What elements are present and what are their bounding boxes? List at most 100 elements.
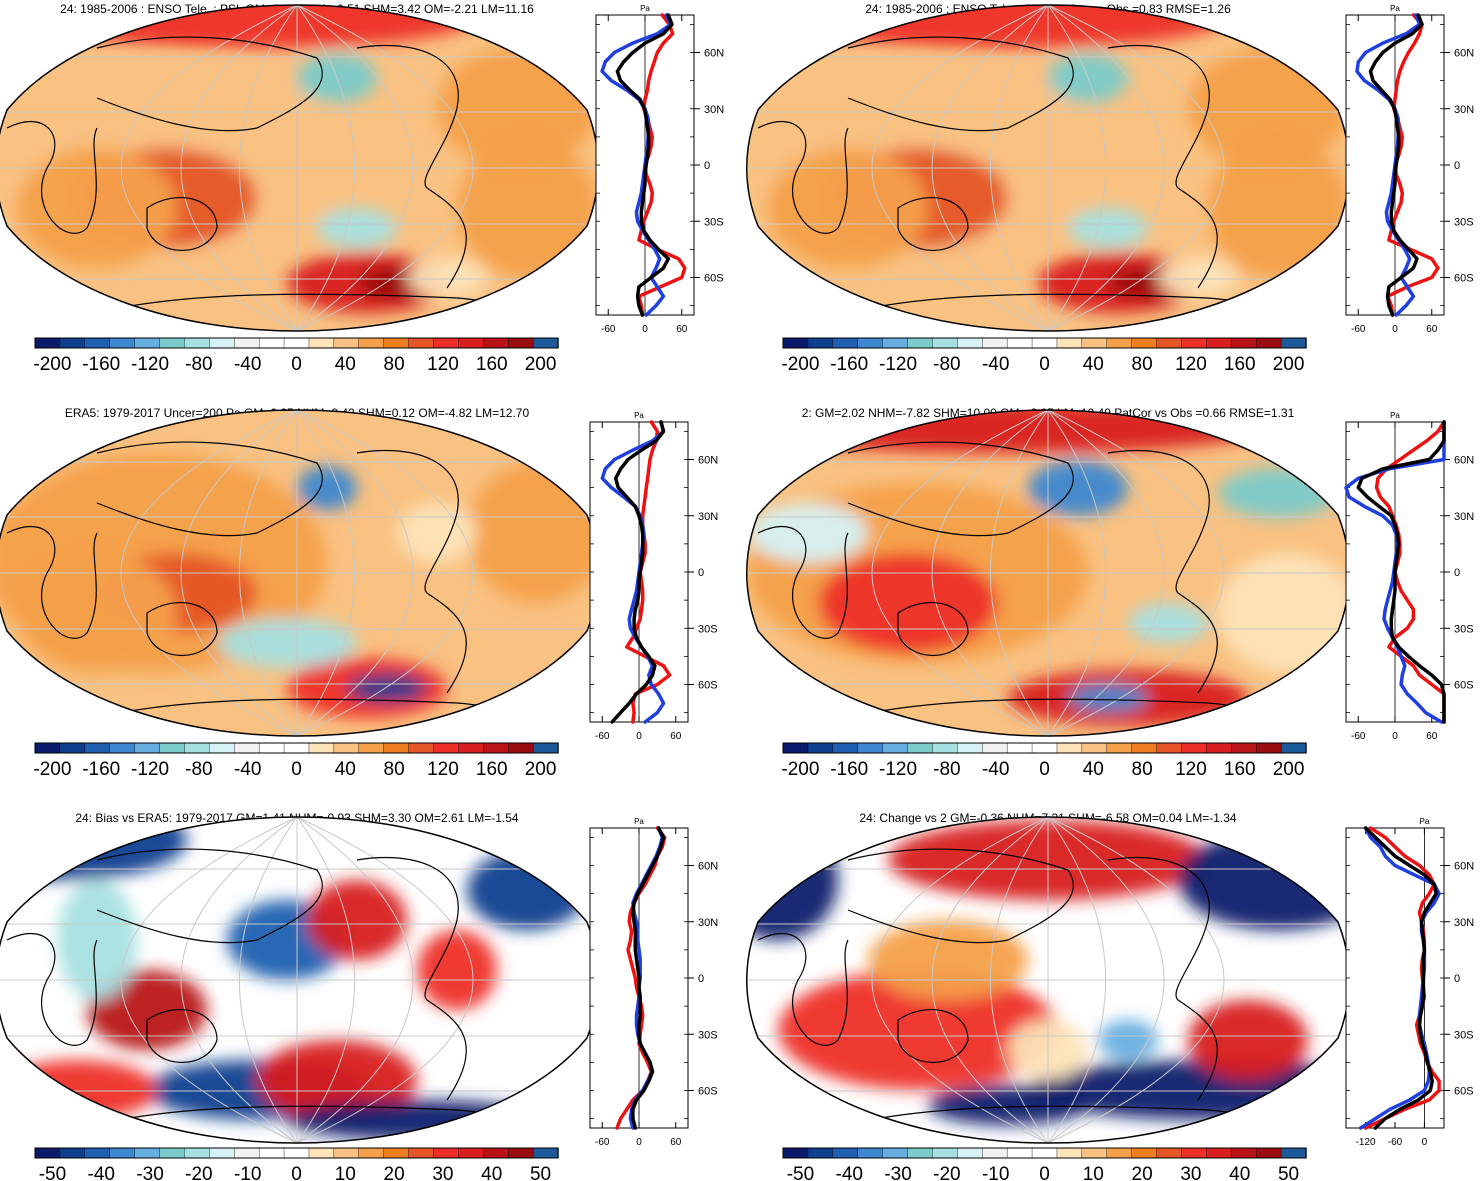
world-map: [746, 409, 1350, 737]
colorbar-swatch: [1280, 742, 1307, 754]
colorbar-swatch: [832, 337, 859, 349]
colorbar-swatch: [1056, 337, 1083, 349]
colorbar-label: -50: [787, 1164, 814, 1181]
meridian-line-2: [180, 5, 298, 331]
colorbar-label: 200: [1273, 759, 1305, 780]
colorbar-swatch: [1231, 337, 1257, 349]
map-panel-3: ERA5: 1979-2017 Uncer=200 Pa GM=0.25 NHM…: [0, 406, 718, 780]
profile-x-label: 60: [676, 324, 688, 335]
coast-australia: [146, 602, 218, 656]
colorbar-label: -120: [879, 354, 917, 375]
profile-lat-label: 60N: [1454, 861, 1474, 873]
colorbar-swatch: [308, 337, 335, 349]
meridian-line-7: [1047, 410, 1225, 736]
meridian-line-7: [1047, 817, 1225, 1143]
map-field: [0, 410, 599, 736]
colorbar-label: 0: [1039, 759, 1050, 780]
meridian-line-6: [1047, 817, 1165, 1143]
colorbar-swatch: [1106, 1147, 1133, 1159]
colorbar-swatch: [882, 337, 909, 349]
colorbar-label: -160: [82, 759, 120, 780]
profile-x-label: -60: [1351, 731, 1366, 742]
profile-lat-label: 0: [704, 160, 710, 172]
colorbar-label: -80: [933, 759, 960, 780]
colorbar-label: 120: [1175, 354, 1207, 375]
colorbar-swatch: [159, 337, 186, 349]
colorbar-label: 80: [384, 354, 405, 375]
colorbar-swatch: [1231, 742, 1257, 754]
profile-lat-label: 30S: [698, 623, 718, 635]
colorbar-swatch: [1056, 1147, 1083, 1159]
field-contours: [7, 5, 597, 313]
profile-x-label: 0: [1392, 324, 1398, 335]
colorbar-swatch: [383, 337, 410, 349]
colorbar-swatch: [59, 1147, 86, 1159]
map-field: [748, 410, 1350, 736]
meridian-line-3: [989, 817, 1049, 1143]
zonal-profile: Pa 60N 30N 0 30S 60S -60 0 60: [589, 411, 718, 742]
meridian-line-3: [989, 5, 1049, 331]
coast-asia: [847, 848, 1074, 944]
profile-line-mean: [1356, 420, 1446, 724]
colorbar-label: 160: [476, 354, 508, 375]
profile-lat-label: 30N: [1454, 511, 1474, 523]
profile-unit-label: Pa: [1390, 411, 1400, 420]
profile-x-label: -60: [1388, 1137, 1403, 1148]
meridian-line-2: [931, 817, 1049, 1143]
field-blob-6: [1208, 138, 1348, 278]
colorbar-label: 20: [384, 1164, 405, 1181]
coastlines: [6, 441, 550, 736]
colorbar-swatch: [1131, 742, 1158, 754]
profile-lat-label: 0: [698, 973, 704, 985]
colorbar-label: -40: [88, 1164, 115, 1181]
field-blob-10: [1098, 1020, 1158, 1060]
colorbar-swatch: [283, 337, 310, 349]
profile-x-label: -60: [1351, 324, 1366, 335]
colorbar-frame: [34, 1147, 559, 1159]
field-blob-10: [1068, 208, 1148, 248]
coast-americas: [1107, 44, 1218, 289]
field-blob-7: [347, 674, 427, 702]
meridian-line-7: [296, 5, 474, 331]
profile-lat-label: 0: [1454, 160, 1460, 172]
colorbar-swatch: [408, 742, 435, 754]
colorbar-label: -20: [185, 1164, 212, 1181]
colorbar-label: 50: [1278, 1164, 1299, 1181]
colorbar-swatch: [358, 1147, 385, 1159]
colorbar-swatch: [1006, 337, 1033, 349]
colorbar-label: 0: [1039, 354, 1050, 375]
colorbar-swatch: [358, 337, 385, 349]
colorbar-swatch: [333, 337, 360, 349]
profile-lat-label: 0: [1454, 973, 1460, 985]
field-blob-11: [407, 258, 487, 298]
colorbar-swatch: [982, 742, 1008, 754]
map-panel-6: 24: Change vs 2 GM=-0.36 NHM=7.31 SHM=-6…: [746, 811, 1474, 1181]
colorbar-swatch: [932, 1147, 959, 1159]
colorbar-label: -160: [82, 354, 120, 375]
colorbar-label: -10: [982, 1164, 1009, 1181]
colorbar-swatch: [857, 337, 884, 349]
colorbar-swatch: [258, 742, 285, 754]
map-panel-1: 24: 1985-2006 : ENSO Tele. : PSL GM=1.66…: [0, 2, 724, 375]
colorbar-swatch: [159, 1147, 186, 1159]
colorbar-label: -200: [781, 354, 819, 375]
colorbar-label: 120: [1175, 759, 1207, 780]
colorbar-label: 40: [1083, 354, 1104, 375]
meridian-line-7: [296, 817, 474, 1143]
coast-africa: [757, 933, 849, 1046]
field-blob-8: [868, 920, 1028, 1000]
coast-africa: [6, 526, 98, 639]
colorbar-frame: [782, 742, 1307, 754]
meridian-line-1: [120, 410, 298, 736]
colorbar-label: -10: [234, 1164, 261, 1181]
colorbar-swatch: [1206, 742, 1232, 754]
colorbar-label: -40: [982, 354, 1009, 375]
profile-lines: [600, 13, 687, 317]
field-blob-10: [317, 208, 397, 248]
colorbar-swatch: [433, 742, 460, 754]
coast-asia: [96, 441, 323, 537]
field-blob-7: [1128, 603, 1208, 643]
colorbar-swatch: [1280, 1147, 1307, 1159]
colorbar-swatch: [209, 1147, 235, 1159]
profile-lat-label: 60N: [698, 861, 718, 873]
